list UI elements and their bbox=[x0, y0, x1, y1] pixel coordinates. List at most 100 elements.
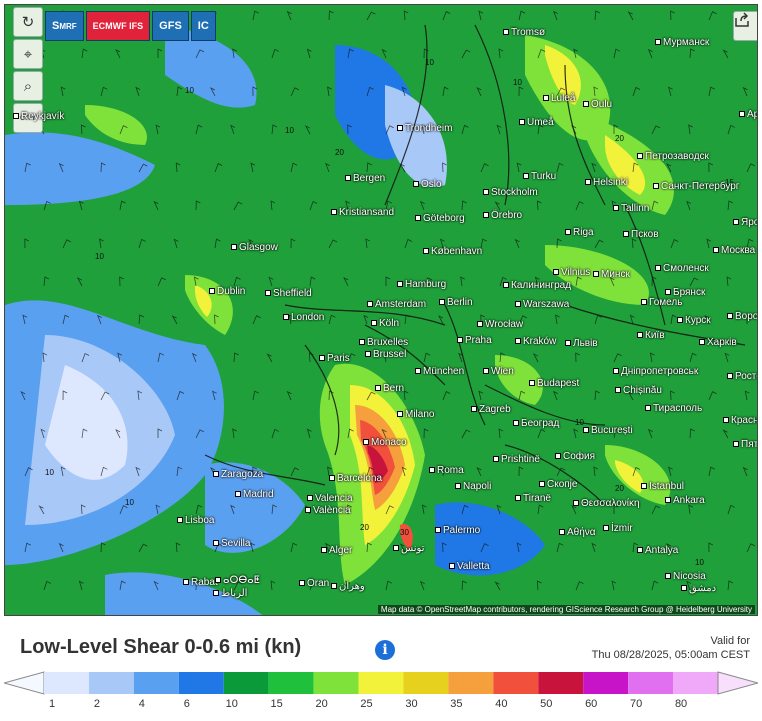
wind-barb bbox=[81, 428, 88, 439]
wind-barb bbox=[385, 505, 394, 515]
wind-barb bbox=[708, 466, 715, 477]
city-label: Ярославль bbox=[733, 217, 757, 228]
scale-tick-label: 15 bbox=[270, 698, 283, 710]
refresh-button[interactable]: ↻ bbox=[13, 7, 43, 37]
wind-barb bbox=[327, 86, 332, 97]
svg-text:10: 10 bbox=[695, 558, 704, 567]
svg-text:10: 10 bbox=[45, 468, 54, 477]
scale-swatch bbox=[313, 672, 359, 694]
wind-barb bbox=[442, 542, 447, 553]
model-button-ic[interactable]: IC bbox=[190, 11, 216, 41]
weather-map[interactable]: 10 10 10 20 15 10 20 10 20 30 20 10 10 10 10 S MRF … bbox=[4, 4, 758, 616]
city-label: Wien bbox=[483, 366, 514, 377]
wind-barb bbox=[62, 239, 71, 249]
model-button-smrf[interactable]: S MRF bbox=[45, 11, 84, 41]
city-label: İzmir bbox=[603, 523, 633, 534]
wind-barb bbox=[708, 391, 717, 401]
wind-barb bbox=[518, 390, 526, 401]
wind-barb bbox=[461, 580, 467, 591]
svg-text:10: 10 bbox=[575, 418, 584, 427]
wind-barb bbox=[401, 466, 407, 477]
wind-barb bbox=[135, 466, 141, 477]
scale-tick-label: 35 bbox=[450, 698, 463, 710]
wind-barb bbox=[286, 390, 292, 401]
wind-barb bbox=[556, 542, 564, 553]
wind-barb bbox=[632, 466, 641, 477]
scale-swatch bbox=[44, 672, 89, 694]
wind-barb bbox=[556, 162, 564, 173]
wind-barb bbox=[328, 239, 338, 249]
wind-barb bbox=[419, 200, 425, 211]
wind-barb bbox=[668, 466, 673, 477]
city-label: Madrid bbox=[235, 489, 274, 500]
wind-barb bbox=[423, 48, 429, 59]
city-label: Псков bbox=[623, 229, 659, 240]
city-label: Београд bbox=[513, 418, 559, 429]
wind-barb bbox=[268, 276, 274, 287]
wind-barb bbox=[100, 542, 106, 553]
scale-min-arrow bbox=[4, 671, 45, 695]
wind-barb bbox=[175, 542, 181, 553]
model-sublabel: MRF bbox=[59, 21, 77, 31]
city-label: Vilnius bbox=[553, 267, 590, 278]
wind-barb bbox=[195, 200, 201, 211]
wind-barb bbox=[24, 238, 30, 249]
scale-tick-label: 1 bbox=[48, 698, 56, 710]
city-label: Брянск bbox=[665, 287, 705, 298]
city-label: Glasgow bbox=[231, 242, 278, 253]
wind-barb bbox=[532, 353, 539, 363]
city-label: Архангельск bbox=[739, 109, 757, 120]
city-label: Oran bbox=[299, 578, 329, 589]
wind-barb bbox=[594, 314, 602, 325]
wind-barb bbox=[442, 162, 447, 173]
city-label: Paris bbox=[319, 353, 350, 364]
info-icon[interactable]: i bbox=[375, 640, 395, 660]
wind-barb bbox=[686, 200, 692, 211]
model-button-ecmwf-ifs[interactable]: ECMWF IFS bbox=[85, 11, 151, 41]
wind-barb bbox=[494, 201, 501, 211]
city-label: Zaragoza bbox=[213, 469, 263, 480]
model-button-gfs[interactable]: GFS bbox=[152, 11, 189, 41]
wind-barb bbox=[478, 10, 484, 21]
wind-barb bbox=[708, 162, 714, 173]
wind-barb bbox=[651, 580, 659, 591]
wind-barb bbox=[119, 505, 128, 515]
wind-barb bbox=[328, 390, 334, 401]
wind-barb bbox=[670, 239, 679, 249]
wind-barb bbox=[22, 314, 28, 325]
wind-barb bbox=[117, 352, 123, 363]
wind-barb bbox=[176, 466, 183, 477]
wind-barb bbox=[100, 162, 106, 173]
wind-barb bbox=[58, 542, 64, 553]
wind-barb bbox=[461, 200, 467, 211]
map-attribution: Map data © OpenStreetMap contributors, r… bbox=[377, 605, 755, 614]
wind-barb bbox=[62, 314, 70, 325]
wind-barb bbox=[666, 163, 672, 173]
wind-barb bbox=[252, 390, 259, 401]
wind-barb bbox=[233, 201, 243, 211]
wind-barb bbox=[423, 352, 431, 363]
scale-tick-label: 30 bbox=[405, 698, 418, 710]
scale-tick-label: 4 bbox=[138, 698, 145, 710]
svg-text:30: 30 bbox=[400, 528, 409, 537]
city-label: Москва bbox=[713, 245, 755, 256]
wind-barb bbox=[60, 86, 66, 97]
share-icon bbox=[735, 12, 749, 27]
city-label: Tromsø bbox=[503, 27, 545, 38]
share-button[interactable] bbox=[733, 11, 757, 41]
city-label: Reykjavík bbox=[13, 111, 64, 122]
locate-button[interactable]: ⌖ bbox=[13, 39, 43, 69]
wind-barb bbox=[304, 125, 311, 135]
wind-barb bbox=[385, 276, 391, 286]
wind-barb bbox=[496, 504, 502, 515]
wind-barb bbox=[498, 428, 504, 439]
scale-swatch bbox=[628, 672, 674, 694]
city-label: București bbox=[583, 425, 633, 436]
wind-barb bbox=[81, 352, 90, 363]
city-label: Sevilla bbox=[213, 538, 250, 549]
wind-barb bbox=[651, 505, 661, 515]
wind-barb bbox=[594, 239, 604, 249]
zoom-button[interactable]: ⌕ bbox=[13, 71, 43, 101]
wind-barb bbox=[708, 86, 715, 97]
wind-barb bbox=[363, 314, 369, 325]
